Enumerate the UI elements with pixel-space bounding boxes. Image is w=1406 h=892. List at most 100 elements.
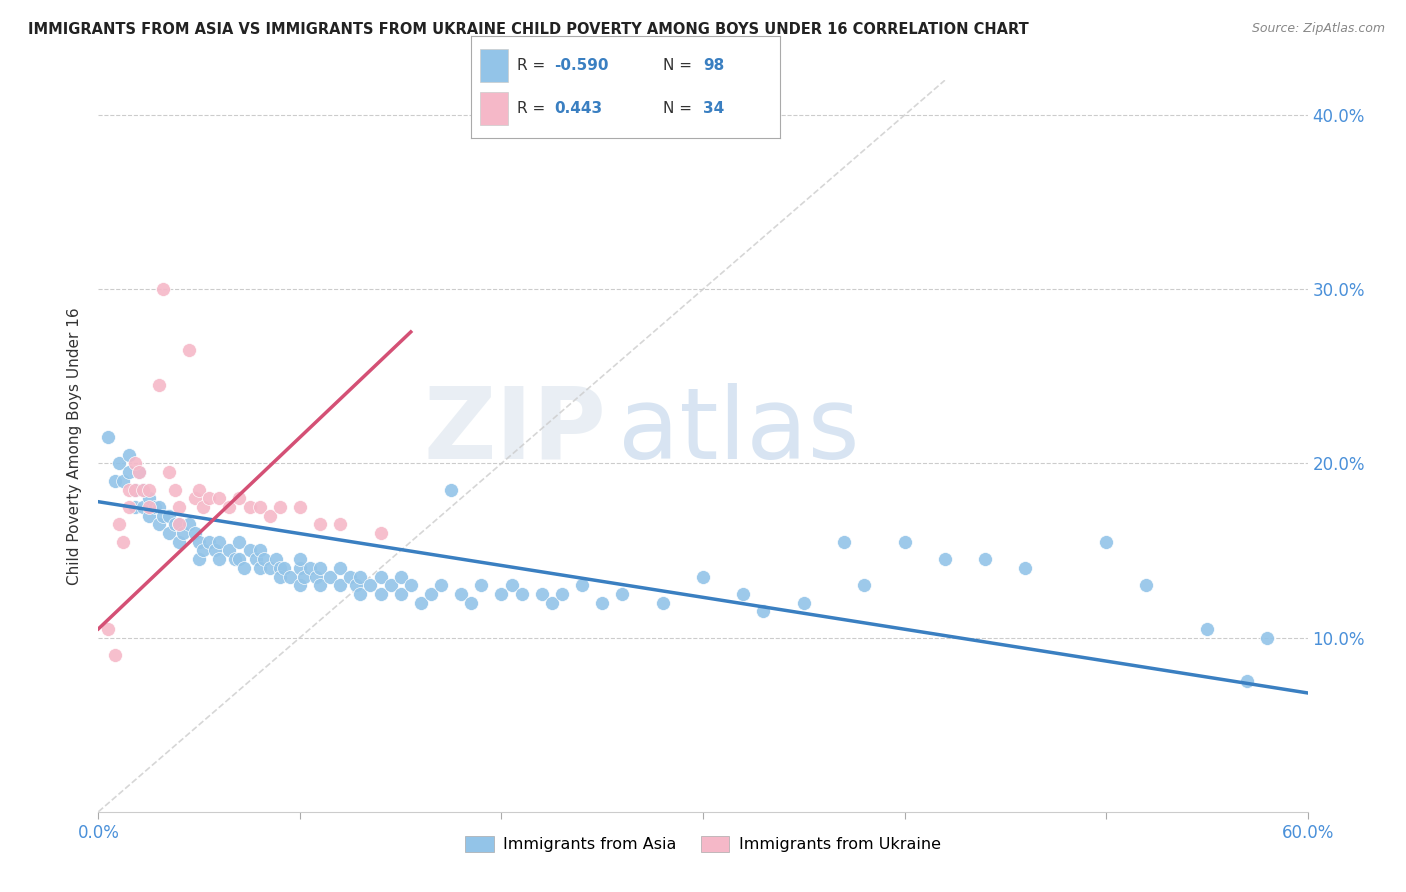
Point bbox=[344, 578, 367, 592]
Point bbox=[138, 491, 160, 506]
Point bbox=[184, 491, 207, 506]
Text: N =: N = bbox=[662, 102, 696, 116]
Point bbox=[460, 596, 482, 610]
Point bbox=[118, 483, 141, 497]
Point bbox=[370, 569, 392, 583]
Point bbox=[157, 465, 180, 479]
Point bbox=[245, 552, 267, 566]
Point bbox=[239, 543, 262, 558]
Point bbox=[124, 483, 146, 497]
Point bbox=[349, 569, 371, 583]
Point bbox=[329, 578, 352, 592]
Point bbox=[309, 561, 332, 575]
Point bbox=[228, 534, 250, 549]
Point bbox=[360, 578, 382, 592]
Point bbox=[1256, 631, 1278, 645]
Point bbox=[832, 534, 855, 549]
Point bbox=[612, 587, 634, 601]
Text: IMMIGRANTS FROM ASIA VS IMMIGRANTS FROM UKRAINE CHILD POVERTY AMONG BOYS UNDER 1: IMMIGRANTS FROM ASIA VS IMMIGRANTS FROM … bbox=[28, 22, 1029, 37]
Point bbox=[152, 282, 174, 296]
Point bbox=[319, 569, 342, 583]
Point bbox=[420, 587, 443, 601]
Point bbox=[530, 587, 553, 601]
Text: -0.590: -0.590 bbox=[554, 58, 609, 72]
Point bbox=[208, 534, 231, 549]
Point bbox=[380, 578, 402, 592]
Point bbox=[128, 465, 150, 479]
Point bbox=[269, 561, 291, 575]
Point bbox=[501, 578, 523, 592]
Point bbox=[179, 343, 201, 358]
Point bbox=[399, 578, 422, 592]
Point bbox=[309, 578, 332, 592]
Point bbox=[752, 604, 775, 618]
Text: R =: R = bbox=[517, 102, 555, 116]
Point bbox=[591, 596, 613, 610]
Point bbox=[389, 569, 412, 583]
Point bbox=[124, 500, 146, 514]
Point bbox=[118, 448, 141, 462]
Point bbox=[172, 526, 194, 541]
Point bbox=[974, 552, 997, 566]
Point bbox=[232, 561, 254, 575]
Point bbox=[450, 587, 472, 601]
Point bbox=[224, 552, 246, 566]
Point bbox=[510, 587, 533, 601]
Point bbox=[288, 552, 311, 566]
Point bbox=[288, 578, 311, 592]
Point bbox=[253, 552, 276, 566]
Text: N =: N = bbox=[662, 58, 696, 72]
Point bbox=[571, 578, 593, 592]
Point bbox=[893, 534, 915, 549]
Point bbox=[138, 500, 160, 514]
Point bbox=[853, 578, 876, 592]
Point bbox=[239, 500, 262, 514]
Point bbox=[218, 543, 240, 558]
Point bbox=[167, 517, 190, 532]
Point bbox=[103, 648, 125, 662]
Point bbox=[793, 596, 815, 610]
Y-axis label: Child Poverty Among Boys Under 16: Child Poverty Among Boys Under 16 bbox=[67, 307, 83, 585]
Point bbox=[1236, 674, 1258, 689]
Text: Source: ZipAtlas.com: Source: ZipAtlas.com bbox=[1251, 22, 1385, 36]
Point bbox=[148, 378, 170, 392]
Point bbox=[651, 596, 673, 610]
Point bbox=[491, 587, 513, 601]
Point bbox=[1135, 578, 1157, 592]
Point bbox=[228, 491, 250, 506]
Point bbox=[540, 596, 562, 610]
Point bbox=[163, 517, 186, 532]
Text: R =: R = bbox=[517, 58, 551, 72]
Point bbox=[249, 561, 271, 575]
Point bbox=[733, 587, 755, 601]
Point bbox=[97, 622, 120, 636]
Point bbox=[208, 491, 231, 506]
Point bbox=[167, 500, 190, 514]
Point bbox=[152, 508, 174, 523]
Point bbox=[249, 500, 271, 514]
Point bbox=[179, 517, 201, 532]
Point bbox=[111, 474, 134, 488]
Point bbox=[103, 474, 125, 488]
Point bbox=[163, 483, 186, 497]
Point bbox=[692, 569, 714, 583]
Point bbox=[934, 552, 956, 566]
Point bbox=[269, 569, 291, 583]
Legend: Immigrants from Asia, Immigrants from Ukraine: Immigrants from Asia, Immigrants from Uk… bbox=[458, 830, 948, 859]
Point bbox=[167, 517, 190, 532]
Point bbox=[264, 552, 287, 566]
Point bbox=[148, 517, 170, 532]
Point bbox=[118, 500, 141, 514]
Point bbox=[97, 430, 120, 444]
Point bbox=[292, 569, 315, 583]
Point bbox=[167, 534, 190, 549]
Point bbox=[198, 491, 221, 506]
Point bbox=[370, 587, 392, 601]
Point bbox=[198, 534, 221, 549]
Text: 0.443: 0.443 bbox=[554, 102, 603, 116]
Point bbox=[309, 517, 332, 532]
Point bbox=[132, 500, 155, 514]
Point bbox=[124, 483, 146, 497]
Point bbox=[188, 534, 211, 549]
Point bbox=[389, 587, 412, 601]
